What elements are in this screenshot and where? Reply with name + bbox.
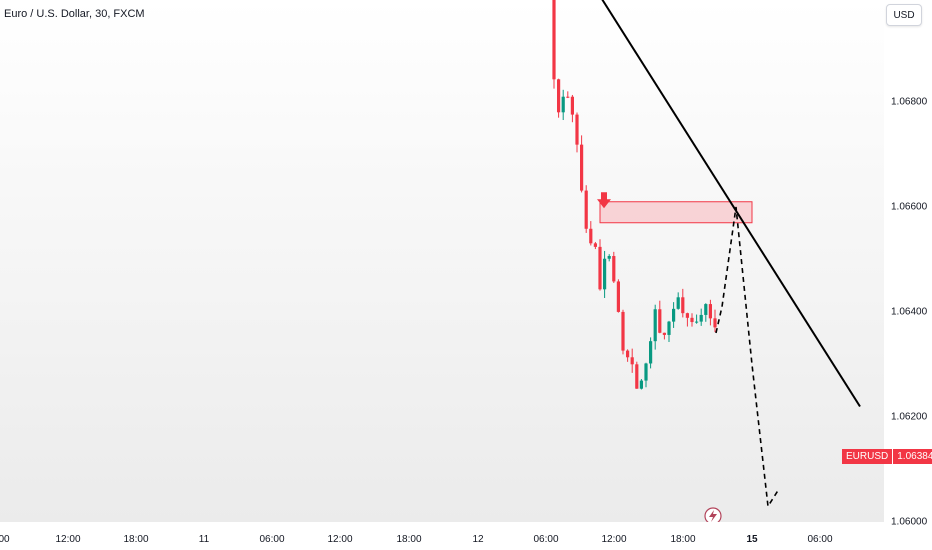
symbol-label: EURUSD — [842, 449, 893, 464]
candle-body — [580, 144, 584, 191]
time-tick-label: 18:00 — [123, 534, 149, 545]
time-axis[interactable] — [0, 522, 884, 550]
candle-body — [626, 350, 630, 358]
candle-body — [704, 304, 708, 315]
candle-body — [676, 297, 680, 309]
candle-body — [603, 258, 607, 290]
candle-body — [557, 79, 561, 113]
candle-body — [667, 321, 671, 335]
price-plot[interactable] — [0, 0, 884, 522]
candle-body — [685, 313, 689, 318]
time-tick-label: 12:00 — [327, 534, 353, 545]
candle-body — [612, 256, 616, 282]
candle-body — [607, 256, 611, 259]
price-tick-label: 1.06800 — [891, 96, 928, 108]
candle-body — [672, 308, 676, 322]
time-tick-label: 15 — [746, 534, 758, 545]
price-tick-label: 1.06000 — [891, 516, 928, 528]
time-tick-label: 12 — [472, 534, 484, 545]
candle-body — [621, 311, 625, 351]
candle-body — [570, 96, 574, 115]
candle-body — [653, 309, 657, 342]
price-tick-label: 1.07000 — [891, 0, 927, 3]
time-tick-label: 00 — [0, 534, 10, 545]
time-tick-label: 12:00 — [601, 534, 627, 545]
time-tick-label: 12:00 — [55, 534, 81, 545]
time-tick-label: 06:00 — [259, 534, 285, 545]
candle-body — [616, 281, 620, 312]
candle-body — [662, 332, 666, 335]
candle-body — [639, 380, 643, 389]
last-price-label: 1.06384 — [892, 449, 932, 464]
candle-body — [649, 341, 653, 364]
candle-body — [630, 357, 634, 365]
candle-body — [644, 363, 648, 381]
last-price-tag: EURUSD 1.06384 — [842, 449, 932, 464]
candle-body — [598, 246, 602, 290]
candle-body — [552, 0, 556, 80]
candle-body — [566, 96, 570, 98]
candle-body — [589, 228, 593, 244]
time-tick-label: 06:00 — [533, 534, 559, 545]
time-tick-label: 18:00 — [670, 534, 696, 545]
candle-body — [593, 243, 597, 247]
price-axis[interactable] — [884, 0, 932, 550]
candle-body — [713, 318, 717, 328]
currency-button[interactable]: USD — [886, 4, 922, 26]
down-arrow-marker[interactable] — [597, 192, 611, 209]
candle-body — [635, 364, 639, 389]
candle-body — [561, 96, 565, 113]
price-tick-label: 1.06400 — [891, 306, 928, 318]
time-tick-label: 11 — [198, 534, 210, 545]
candle-body — [681, 297, 685, 314]
trendline — [601, 0, 861, 408]
resistance-zone — [599, 201, 753, 224]
price-tick-label: 1.06200 — [891, 411, 928, 423]
candle-body — [708, 304, 712, 319]
candle-body — [584, 190, 588, 229]
candle-body — [695, 321, 699, 323]
chart-title: Euro / U.S. Dollar, 30, FXCM — [4, 8, 145, 20]
chart-area[interactable]: Euro / U.S. Dollar, 30, FXCM — [0, 0, 884, 522]
price-tick-label: 1.06600 — [891, 201, 928, 213]
candle-body — [690, 317, 694, 323]
economic-event-icon[interactable] — [704, 507, 722, 522]
candle-body — [575, 114, 579, 145]
candle-body — [658, 309, 662, 333]
time-tick-label: 06:00 — [807, 534, 833, 545]
candle-body — [699, 314, 703, 322]
time-tick-label: 18:00 — [396, 534, 422, 545]
projection-path — [715, 206, 779, 509]
